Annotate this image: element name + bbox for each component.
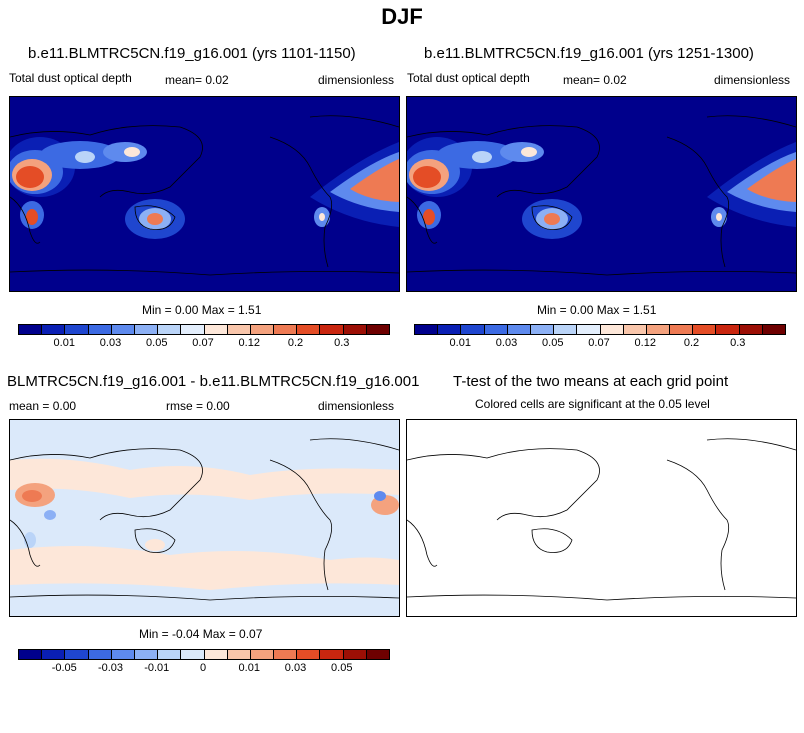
colorbar-tick-label: 0.12 [238, 337, 260, 349]
colorbar-tick-label: 0.01 [53, 337, 75, 349]
colorbar-swatch [297, 325, 321, 334]
panel3-colorbar [18, 649, 390, 660]
panel1-map [9, 96, 400, 292]
colorbar-tick-label: 0.01 [449, 337, 471, 349]
colorbar-tick-label: 0.3 [730, 337, 746, 349]
colorbar-tick-label: 0.01 [238, 662, 260, 674]
colorbar-swatch [158, 325, 182, 334]
colorbar-tick-label: 0.05 [542, 337, 564, 349]
panel3-rmse: rmse = 0.00 [166, 399, 230, 413]
colorbar-swatch [65, 325, 89, 334]
panel2-units: dimensionless [714, 73, 791, 87]
colorbar-swatch [134, 650, 159, 659]
colorbar-swatch [42, 325, 66, 334]
colorbar-tick-label: 0.07 [588, 337, 610, 349]
colorbar-swatch [600, 325, 624, 334]
colorbar-swatch [88, 650, 112, 659]
panel4-title: T-test of the two means at each grid poi… [453, 373, 729, 390]
colorbar-swatch [297, 650, 321, 659]
page-title: DJF [381, 4, 423, 29]
panel4-subtitle: Colored cells are significant at the 0.0… [475, 397, 710, 411]
colorbar-swatch [320, 325, 344, 334]
colorbar-swatch [111, 650, 135, 659]
panel3-case-title: BLMTRC5CN.f19_g16.001 - b.e11.BLMTRC5CN.… [7, 373, 420, 390]
panel2-dust-field [407, 97, 796, 291]
colorbar-swatch [739, 325, 763, 334]
colorbar-tick-label: 0.05 [146, 337, 168, 349]
colorbar-swatch [204, 650, 228, 659]
panel4-significance-field [407, 420, 796, 616]
colorbar-swatch [111, 325, 135, 334]
colorbar-swatch [320, 650, 344, 659]
panel3-map [9, 419, 400, 617]
colorbar-swatch [762, 325, 785, 334]
colorbar-swatch [461, 325, 485, 334]
colorbar-swatch [716, 325, 740, 334]
colorbar-tick-label: 0.03 [99, 337, 122, 349]
colorbar-swatch [181, 325, 205, 334]
colorbar-tick-label: -0.01 [144, 662, 170, 674]
colorbar-swatch [42, 650, 66, 659]
colorbar-swatch [227, 650, 251, 659]
colorbar-tick-label: 0.12 [634, 337, 656, 349]
colorbar-swatch [343, 325, 367, 334]
colorbar-tick-label: 0.07 [192, 337, 214, 349]
panel3-units: dimensionless [318, 399, 395, 413]
colorbar-swatch [415, 325, 439, 334]
panel1-case-title: b.e11.BLMTRC5CN.f19_g16.001 (yrs 1101-11… [28, 45, 356, 62]
panel1-variable: Total dust optical depth [9, 71, 132, 85]
colorbar-tick-label: 0.03 [284, 662, 307, 674]
panel1-units: dimensionless [318, 73, 395, 87]
colorbar-swatch [19, 650, 43, 659]
colorbar-swatch [693, 325, 717, 334]
colorbar-swatch [484, 325, 508, 334]
panel4-map [406, 419, 797, 617]
colorbar-swatch [65, 650, 89, 659]
colorbar-swatch [19, 325, 43, 334]
colorbar-tick-label: 0.3 [334, 337, 350, 349]
panel2-minmax: Min = 0.00 Max = 1.51 [537, 303, 657, 317]
colorbar-swatch [366, 325, 389, 334]
colorbar-swatch [227, 325, 251, 334]
colorbar-swatch [250, 325, 275, 334]
colorbar-swatch [646, 325, 671, 334]
panel2-variable: Total dust optical depth [407, 71, 530, 85]
colorbar-swatch [204, 325, 228, 334]
panel3-mean: mean = 0.00 [9, 399, 77, 413]
panel2-case-title: b.e11.BLMTRC5CN.f19_g16.001 (yrs 1251-13… [424, 45, 754, 62]
colorbar-swatch [577, 325, 601, 334]
colorbar-swatch [366, 650, 389, 659]
colorbar-tick-label: -0.03 [97, 662, 124, 674]
colorbar-swatch [88, 325, 112, 334]
colorbar-tick-label: 0 [199, 662, 207, 674]
colorbar-swatch [250, 650, 275, 659]
colorbar-swatch [158, 650, 182, 659]
colorbar-tick-label: 0.05 [331, 662, 353, 674]
colorbar-tick-label: 0.2 [287, 337, 304, 349]
colorbar-swatch [134, 325, 159, 334]
panel2-colorbar [414, 324, 786, 335]
colorbar-swatch [274, 325, 298, 334]
colorbar-swatch [438, 325, 462, 334]
panel2-mean: mean= 0.02 [563, 73, 627, 87]
panel3-diff-field [10, 420, 399, 616]
colorbar-swatch [181, 650, 205, 659]
colorbar-swatch [343, 650, 367, 659]
panel1-minmax: Min = 0.00 Max = 1.51 [142, 303, 262, 317]
colorbar-swatch [670, 325, 694, 334]
colorbar-tick-label: 0.03 [495, 337, 518, 349]
colorbar-swatch [623, 325, 647, 334]
colorbar-tick-label: -0.05 [51, 662, 77, 674]
colorbar-swatch [507, 325, 531, 334]
panel1-colorbar [18, 324, 390, 335]
colorbar-swatch [530, 325, 555, 334]
panel1-mean: mean= 0.02 [165, 73, 229, 87]
colorbar-swatch [274, 650, 298, 659]
panel2-map [406, 96, 797, 292]
panel3-minmax: Min = -0.04 Max = 0.07 [139, 627, 263, 641]
colorbar-tick-label: 0.2 [683, 337, 700, 349]
colorbar-swatch [554, 325, 578, 334]
panel1-dust-field [10, 97, 399, 291]
